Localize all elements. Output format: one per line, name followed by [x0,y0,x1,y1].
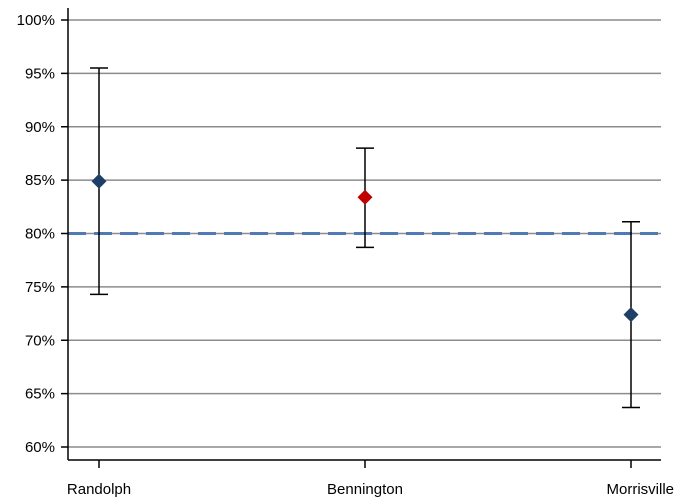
y-tick-label: 60% [25,439,55,456]
data-point-diamond [91,173,107,189]
y-tick-labels: 60% 65% 70% 75% 80% 85% 90% 95% 100% [17,12,55,456]
x-tick-label: Randolph [67,481,131,498]
y-tick-label: 100% [17,12,55,29]
y-tick-label: 80% [25,226,55,243]
y-tick-label: 85% [25,172,55,189]
axes [61,8,661,468]
data-point-diamond [623,307,639,323]
x-tick-label: Morrisville [607,481,675,498]
y-tick-label: 65% [25,386,55,403]
x-tick-labels: Randolph Bennington Morrisville [67,481,674,498]
x-tick-label: Bennington [327,481,403,498]
y-tick-label: 90% [25,119,55,136]
data-point-diamond [357,189,373,205]
y-tick-label: 70% [25,332,55,349]
error-bars [90,67,640,409]
data-points [91,173,639,323]
y-tick-label: 75% [25,279,55,296]
y-tick-label: 95% [25,65,55,82]
